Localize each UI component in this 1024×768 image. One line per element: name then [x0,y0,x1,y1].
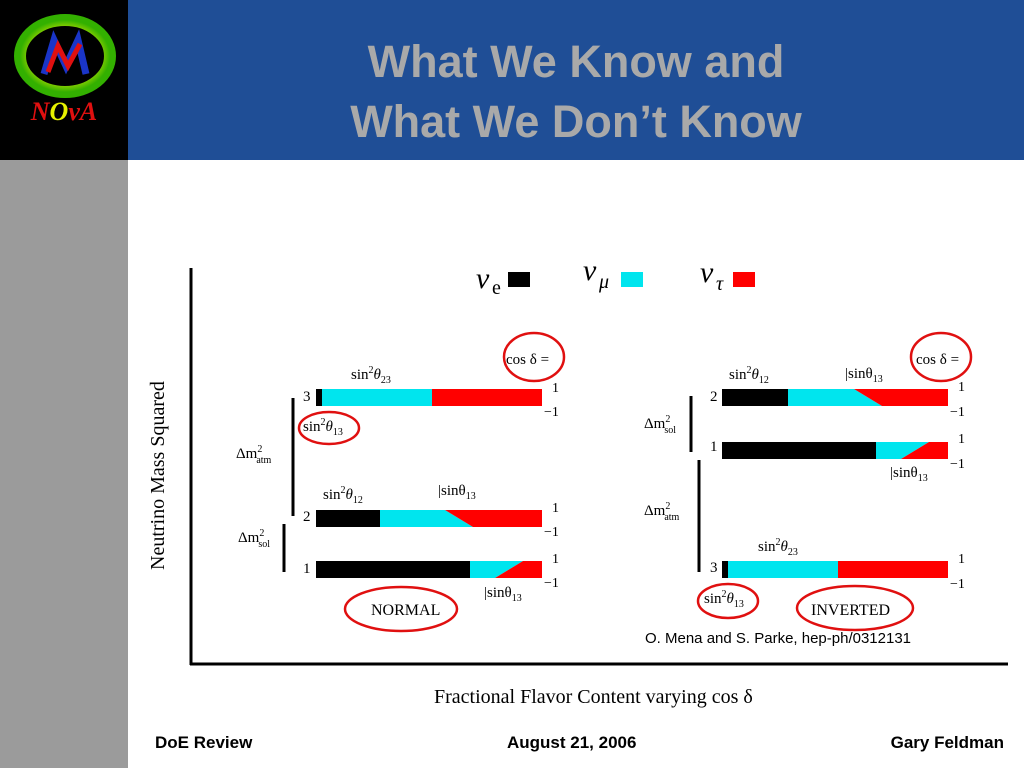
inverted-label: INVERTED [811,602,890,619]
normal-abs-sin13-upper: |sinθ13 [438,483,476,502]
normal-level-1-ve [316,561,470,578]
inverted-sin13-label: sin2θ13 [704,589,744,610]
inverted-abs-sin13-lower: |sinθ13 [890,465,928,484]
y-axis-label: Neutrino Mass Squared [147,381,169,570]
normal-level-3-ve [316,389,322,406]
footer-author: Gary Feldman [890,733,1004,752]
normal-level-2-vmu [380,510,473,527]
inverted-level-3-ve [722,561,728,578]
normal-level-1-vtau [495,561,542,578]
normal-level-3-vtau [432,389,542,406]
inverted-level-2-ve [722,389,788,406]
normal-sin12-label: sin2θ12 [323,485,363,506]
normal-level-2-ve [316,510,380,527]
title-line-1: What We Know and [367,36,785,87]
legend-nu-tau-sub: τ [716,273,724,295]
x-axis-label: Fractional Flavor Content varying cos δ [434,686,753,708]
normal-level-3-minus: −1 [544,405,559,420]
normal-cos-delta-highlight [502,331,566,383]
footer-left: DoE Review [155,733,253,752]
inverted-sin12-label: sin2θ12 [729,365,769,386]
inverted-level-3-number: 3 [710,560,718,576]
inverted-level-2-minus: −1 [950,405,965,420]
nova-logo: NOvA [0,0,128,160]
normal-level-3-plus: 1 [552,381,559,396]
inverted-level-3-vmu [728,561,838,578]
normal-level-3-vmu [322,389,432,406]
inverted-sin13-highlight [696,582,760,620]
normal-level-2-number: 2 [303,509,311,525]
mass-hierarchy-diagram: Neutrino Mass Squared Fractional Flavor … [128,160,1024,725]
normal-sin13-label: sin2θ13 [303,417,343,438]
legend: ν e ν μ ν τ [476,254,755,299]
inverted-sin23-label: sin2θ23 [758,537,798,558]
inverted-level-1-vtau [901,442,948,459]
logo-text: NOvA [30,97,97,126]
inverted-level-2-vmu [788,389,882,406]
normal-level-3-number: 3 [303,389,311,405]
inverted-level-1-minus: −1 [950,457,965,472]
legend-nu-tau-symbol: ν [700,256,714,289]
logo-wave-red [45,39,83,73]
normal-level-1-minus: −1 [544,576,559,591]
legend-nu-mu-sub: μ [598,271,609,293]
normal-highlight [343,585,459,633]
legend-nu-mu-symbol: ν [583,254,597,287]
inverted-dm-atm-label: Δm2 atm [644,501,680,523]
legend-nu-tau-swatch [733,272,755,287]
legend-nu-e-symbol: ν [476,262,490,295]
slide-title: What We Know and What We Don’t Know [128,32,1024,152]
legend-nu-e-swatch [508,272,530,287]
inverted-level-3-plus: 1 [958,552,965,567]
footer-date: August 21, 2006 [507,733,637,752]
inverted-level-1-number: 1 [710,439,718,455]
header-bar [128,0,1024,160]
normal-level-1-number: 1 [303,561,311,577]
inverted-level-2-vtau [854,389,948,406]
inverted-level-1-plus: 1 [958,432,965,447]
normal-level-2-plus: 1 [552,501,559,516]
normal-label: NORMAL [371,602,440,619]
normal-level-1-plus: 1 [552,552,559,567]
left-sidebar [0,160,128,768]
inverted-level-1-vmu [876,442,929,459]
normal-level-2-vtau [445,510,542,527]
normal-abs-sin13-lower: |sinθ13 [484,585,522,604]
inverted-level-1-ve [722,442,876,459]
inverted-level-2-plus: 1 [958,380,965,395]
inverted-dm-sol-label: Δm2 sol [644,414,676,436]
legend-nu-e-sub: e [492,277,501,299]
inverted-highlight [795,584,915,632]
inverted-level-2-number: 2 [710,389,718,405]
inverted-level-3-vtau [838,561,948,578]
normal-hierarchy: 3 sin2θ23 sin2θ13 cos δ = 1 −1 Δm2 atm Δm… [236,331,566,633]
citation: O. Mena and S. Parke, hep-ph/0312131 [645,630,912,647]
title-line-2: What We Don’t Know [350,96,802,147]
inverted-abs-sin13-upper: |sinθ13 [845,366,883,385]
normal-level-2-minus: −1 [544,525,559,540]
inverted-hierarchy: cos δ = 2 sin2θ12 |sinθ13 1 −1 Δm2 sol Δm… [644,331,973,632]
inverted-level-3-minus: −1 [950,577,965,592]
normal-dm-sol-label: Δm2 sol [238,528,270,550]
normal-sin13-highlight [297,410,361,446]
inverted-cos-delta-highlight [909,331,973,383]
normal-dm-atm-label: Δm2 atm [236,444,272,466]
legend-nu-mu-swatch [621,272,643,287]
normal-level-1-vmu [470,561,523,578]
normal-sin23-label: sin2θ23 [351,365,391,386]
inverted-cos-delta-label: cos δ = [916,352,959,368]
logo-ring [14,14,116,98]
normal-cos-delta-label: cos δ = [506,352,549,368]
